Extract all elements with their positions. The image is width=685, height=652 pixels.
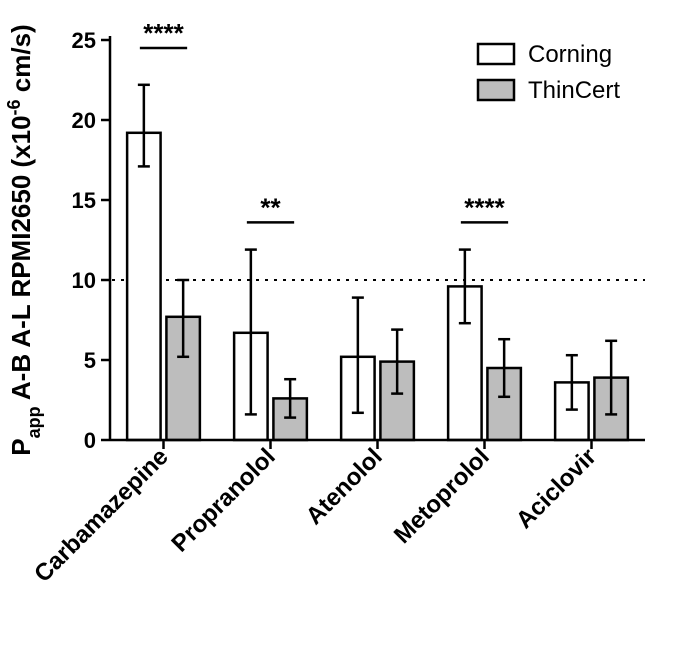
- y-tick-label: 25: [72, 28, 96, 53]
- y-tick-label: 20: [72, 108, 96, 133]
- x-tick-label: Aciclovir: [511, 443, 602, 534]
- significance-label: ****: [464, 192, 505, 222]
- y-tick-label: 0: [84, 428, 96, 453]
- y-axis-title: Papp A-B A-L RPMI2650 (x10-6 cm/s): [4, 24, 44, 455]
- x-tick-label: Metoprolol: [389, 443, 495, 549]
- x-tick-label: Propranolol: [166, 443, 280, 557]
- papp-bar-chart: { "chart": { "type": "grouped-bar", "wid…: [0, 0, 685, 652]
- y-tick-label: 10: [72, 268, 96, 293]
- y-tick-label: 5: [84, 348, 96, 373]
- x-tick-label: Atenolol: [301, 443, 388, 530]
- significance-label: ****: [143, 18, 184, 48]
- bar-corning-0: [127, 133, 160, 440]
- x-tick-label: Carbamazepine: [29, 443, 174, 588]
- legend-swatch: [478, 44, 514, 64]
- legend-label: ThinCert: [528, 77, 620, 104]
- legend-swatch: [478, 80, 514, 100]
- chart-svg: **********0510152025CarbamazepinePropran…: [0, 0, 685, 652]
- significance-label: **: [260, 192, 281, 222]
- y-tick-label: 15: [72, 188, 96, 213]
- legend-label: Corning: [528, 41, 612, 68]
